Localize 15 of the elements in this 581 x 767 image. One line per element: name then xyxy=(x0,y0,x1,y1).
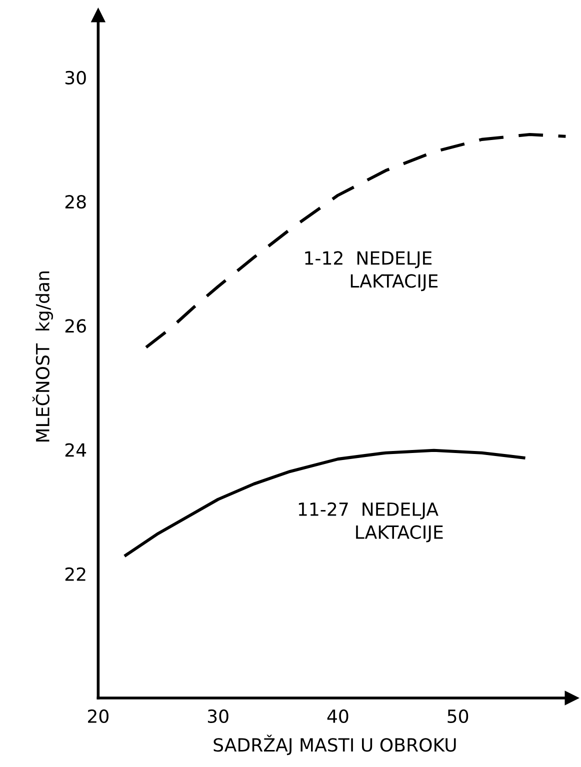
y-tick-label: 26 xyxy=(65,319,86,333)
line-series xyxy=(144,132,568,349)
y-tick-label: 30 xyxy=(65,70,86,85)
y-tick-label: 28 xyxy=(65,194,86,209)
x-axis-title: SADRŽAJ MASTI U OBROKU xyxy=(214,734,456,756)
x-tick-label: 40 xyxy=(327,709,348,724)
x-tick-label: 20 xyxy=(88,709,108,724)
line-series xyxy=(124,448,526,557)
y-tick-label: 24 xyxy=(65,443,86,457)
x-tick-label: 50 xyxy=(448,709,468,724)
y-axis-title: MLEČNOST kg/dan xyxy=(32,272,53,442)
x-tick-label: 30 xyxy=(208,709,228,724)
series-label: 1-12 NEDELJE LAKTACIJE xyxy=(305,251,438,292)
series-label: 11-27 NEDELJA LAKTACIJE xyxy=(298,502,443,542)
y-tick-label: 22 xyxy=(65,567,86,581)
